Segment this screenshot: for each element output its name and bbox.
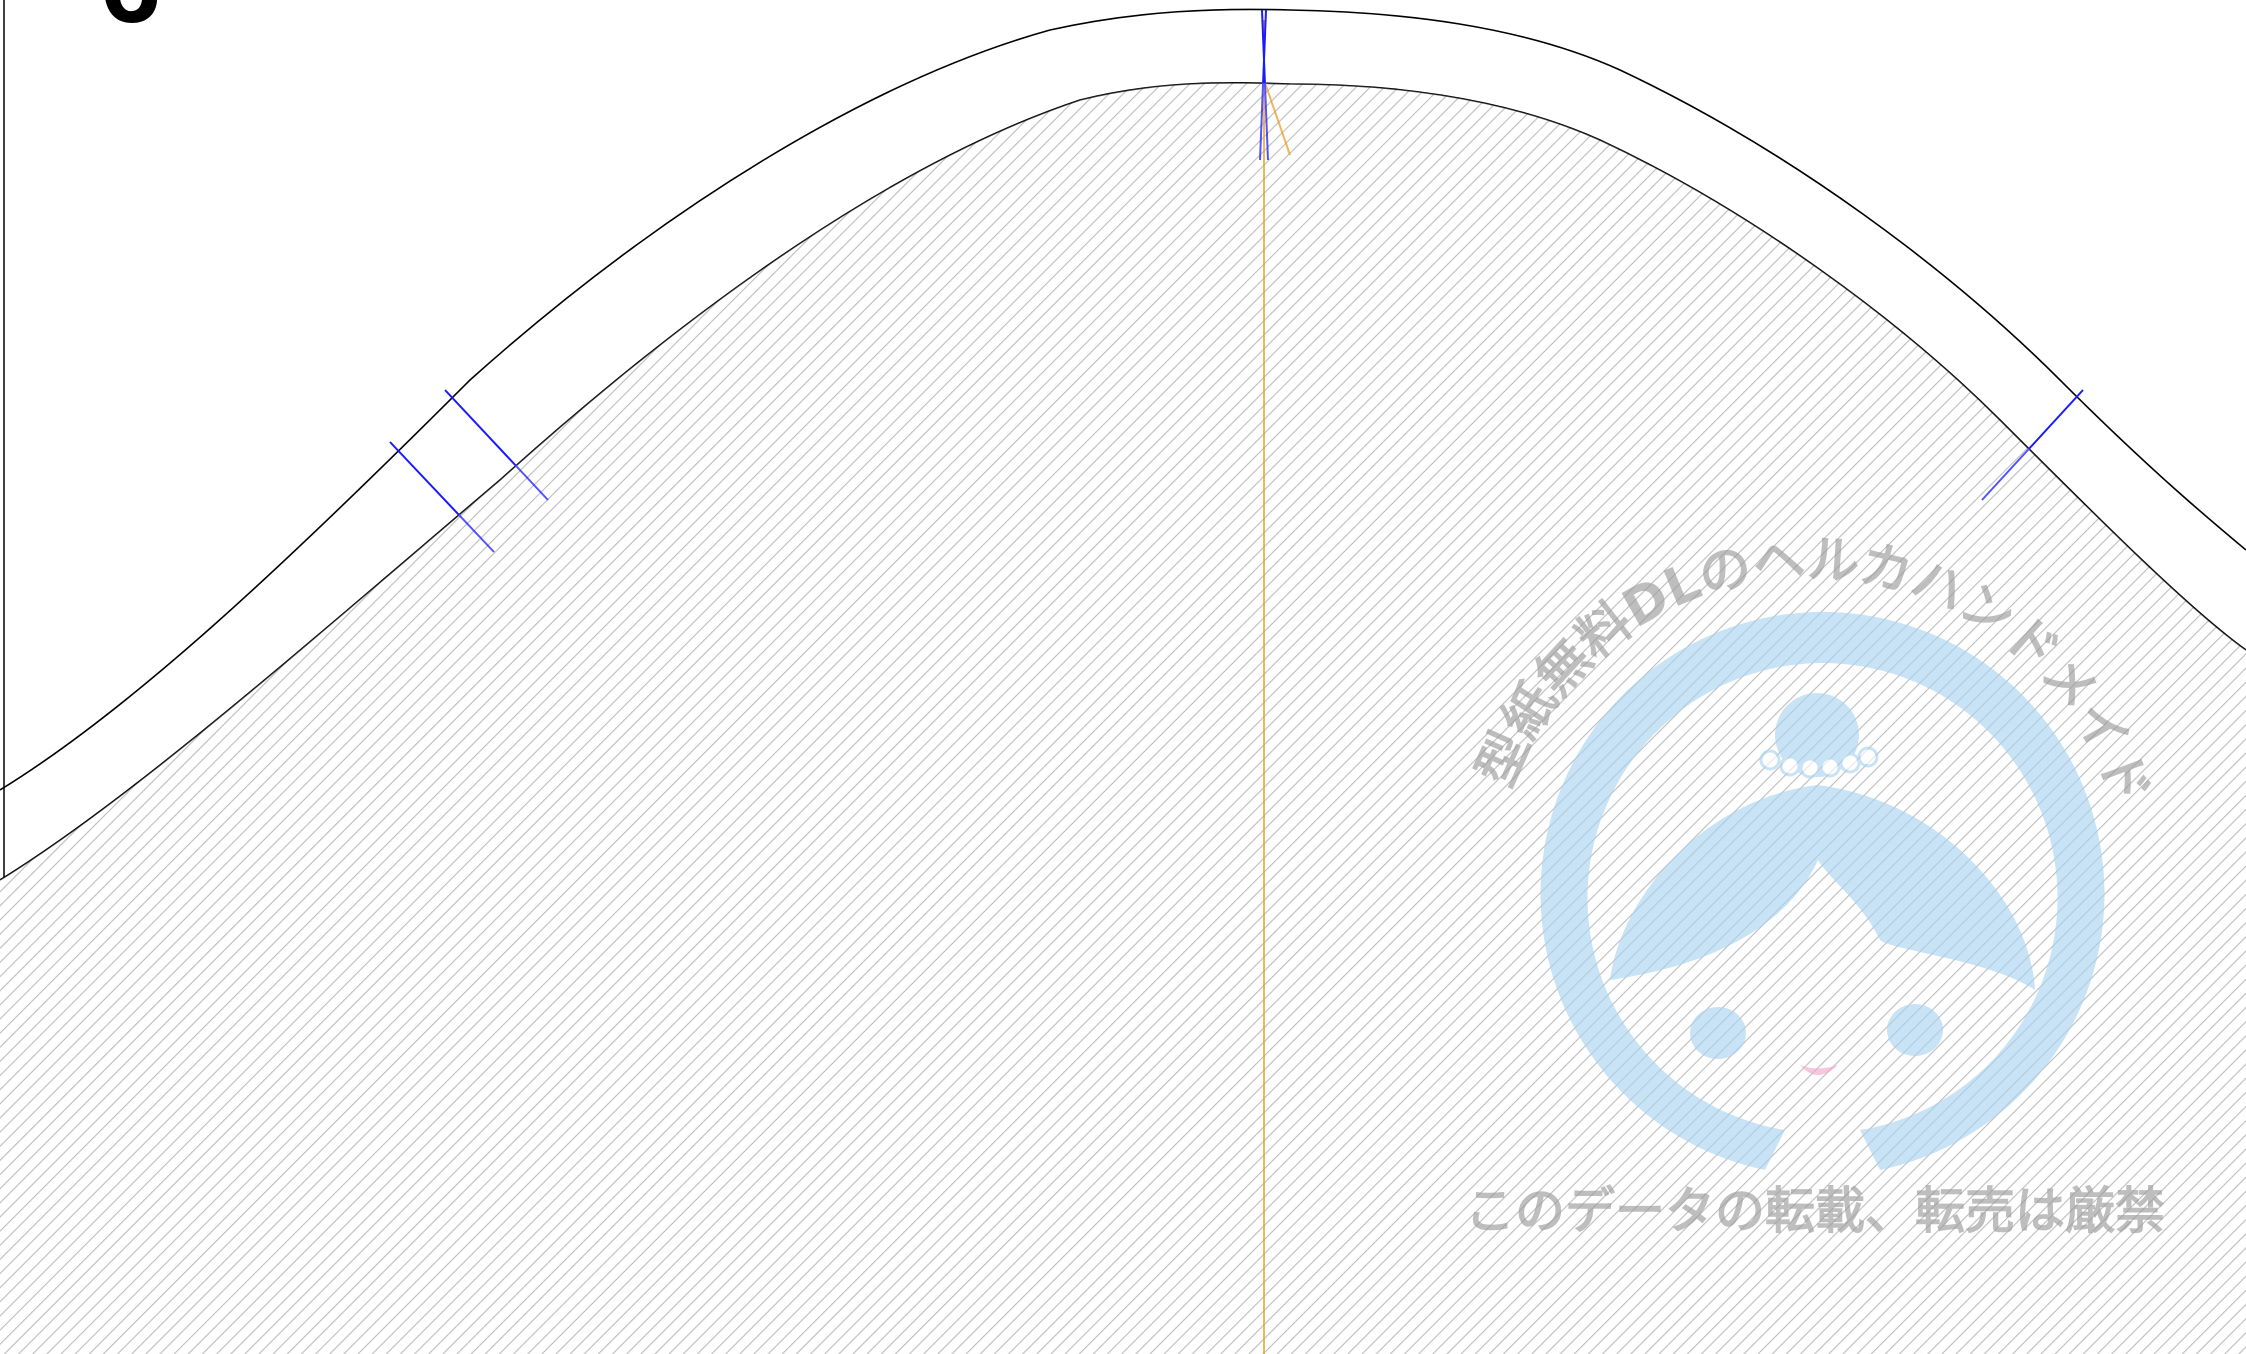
piece-number-label: 6	[100, 0, 161, 46]
hatch-overlay	[0, 82, 2246, 1354]
cutting-line	[0, 8, 2246, 791]
